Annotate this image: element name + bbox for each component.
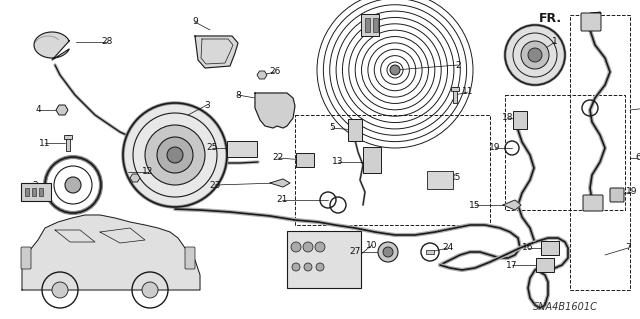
Text: 5: 5	[329, 123, 335, 132]
Text: 16: 16	[522, 243, 534, 253]
FancyBboxPatch shape	[361, 14, 379, 36]
Text: 13: 13	[332, 158, 344, 167]
FancyBboxPatch shape	[426, 250, 434, 254]
Circle shape	[316, 263, 324, 271]
Text: 2: 2	[455, 61, 461, 70]
Circle shape	[303, 242, 313, 252]
Circle shape	[157, 137, 193, 173]
Circle shape	[291, 242, 301, 252]
Circle shape	[528, 48, 542, 62]
Text: 26: 26	[269, 68, 281, 77]
FancyBboxPatch shape	[64, 135, 72, 139]
Circle shape	[383, 247, 393, 257]
Text: 28: 28	[101, 38, 113, 47]
FancyBboxPatch shape	[536, 258, 554, 272]
FancyBboxPatch shape	[296, 153, 314, 167]
FancyBboxPatch shape	[513, 111, 527, 129]
FancyBboxPatch shape	[25, 188, 29, 196]
FancyBboxPatch shape	[348, 119, 362, 141]
Circle shape	[390, 65, 400, 75]
Text: 4: 4	[35, 106, 41, 115]
Text: SNA4B1601C: SNA4B1601C	[532, 302, 597, 312]
Text: 1: 1	[552, 38, 558, 47]
FancyBboxPatch shape	[39, 188, 43, 196]
Polygon shape	[130, 174, 140, 182]
FancyBboxPatch shape	[610, 188, 624, 202]
Polygon shape	[503, 200, 521, 210]
Polygon shape	[255, 93, 295, 128]
Polygon shape	[22, 215, 200, 290]
FancyBboxPatch shape	[21, 183, 51, 201]
FancyBboxPatch shape	[427, 171, 453, 189]
Text: 7: 7	[625, 243, 631, 253]
Polygon shape	[270, 179, 290, 187]
Circle shape	[65, 177, 81, 193]
Text: 6: 6	[635, 153, 640, 162]
FancyBboxPatch shape	[583, 195, 603, 211]
FancyBboxPatch shape	[541, 241, 559, 255]
Text: 11: 11	[462, 87, 474, 97]
Polygon shape	[195, 36, 238, 68]
Text: 17: 17	[506, 261, 518, 270]
Circle shape	[292, 263, 300, 271]
Circle shape	[145, 125, 205, 185]
Text: 11: 11	[39, 138, 51, 147]
FancyBboxPatch shape	[185, 247, 195, 269]
Circle shape	[123, 103, 227, 207]
Text: 2: 2	[32, 181, 38, 189]
Text: 24: 24	[442, 243, 454, 253]
Text: 19: 19	[627, 188, 637, 197]
Circle shape	[304, 263, 312, 271]
Circle shape	[505, 25, 565, 85]
Text: 27: 27	[349, 248, 361, 256]
Text: FR.: FR.	[539, 11, 562, 25]
FancyBboxPatch shape	[453, 87, 457, 103]
Text: 21: 21	[276, 196, 288, 204]
Text: 23: 23	[209, 181, 221, 189]
Circle shape	[142, 282, 158, 298]
Text: 12: 12	[142, 167, 154, 176]
Circle shape	[52, 282, 68, 298]
Text: 14: 14	[364, 18, 376, 26]
Text: 19: 19	[489, 144, 500, 152]
Text: 18: 18	[502, 114, 514, 122]
Text: 25: 25	[206, 144, 218, 152]
Circle shape	[378, 242, 398, 262]
Text: 22: 22	[273, 153, 284, 162]
FancyBboxPatch shape	[21, 247, 31, 269]
FancyBboxPatch shape	[227, 141, 257, 157]
Polygon shape	[34, 32, 69, 60]
FancyBboxPatch shape	[581, 13, 601, 31]
Text: 25: 25	[449, 174, 461, 182]
FancyBboxPatch shape	[66, 135, 70, 151]
FancyBboxPatch shape	[373, 18, 378, 32]
FancyBboxPatch shape	[365, 18, 370, 32]
FancyBboxPatch shape	[451, 87, 459, 91]
Polygon shape	[257, 71, 267, 79]
FancyBboxPatch shape	[363, 147, 381, 173]
Text: 10: 10	[366, 241, 378, 249]
Text: 9: 9	[192, 18, 198, 26]
Text: 14: 14	[28, 190, 38, 199]
Text: 3: 3	[204, 100, 210, 109]
Circle shape	[521, 41, 549, 69]
Circle shape	[167, 147, 183, 163]
Circle shape	[315, 242, 325, 252]
Text: 15: 15	[469, 201, 481, 210]
FancyBboxPatch shape	[287, 231, 361, 288]
Text: 8: 8	[235, 91, 241, 100]
Polygon shape	[56, 105, 68, 115]
FancyBboxPatch shape	[32, 188, 36, 196]
